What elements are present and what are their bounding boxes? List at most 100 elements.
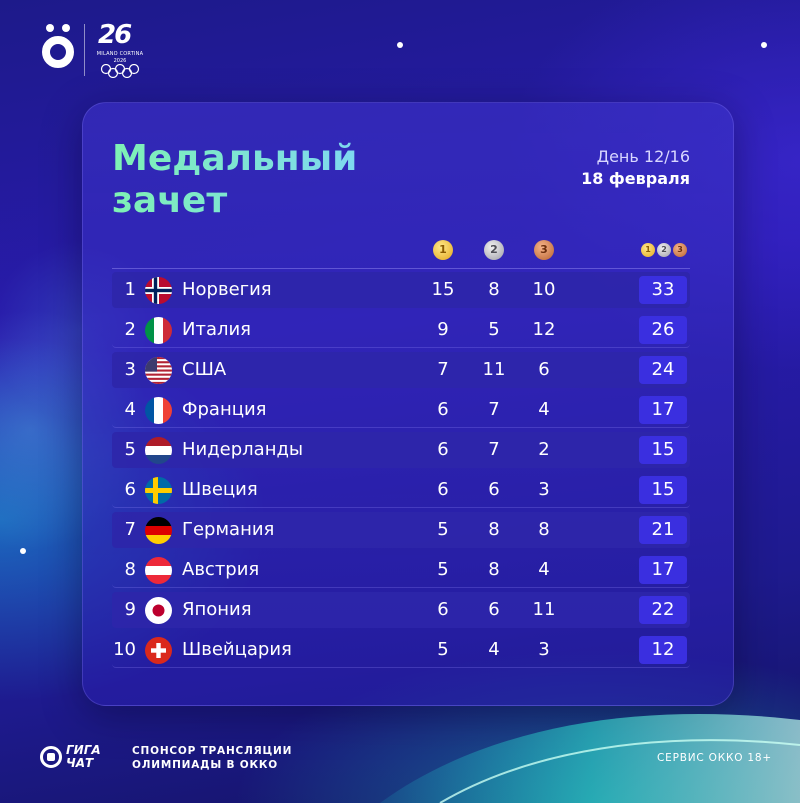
silver-count: 6 — [488, 479, 500, 500]
gold-count: 6 — [437, 479, 449, 500]
title-line-1: Медальный — [112, 138, 358, 179]
games-logo-name: MILANO CORTINA — [96, 51, 144, 57]
day-counter: День 12/16 — [596, 147, 690, 166]
rank: 8 — [124, 559, 136, 580]
switzerland-flag-icon — [145, 637, 172, 664]
bronze-count: 6 — [538, 359, 550, 380]
gold-count: 5 — [437, 639, 449, 660]
table-row: 8 Австрия 5 8 4 17 — [112, 552, 690, 588]
country-name: Италия — [182, 319, 252, 340]
silver-count: 11 — [482, 359, 506, 380]
bronze-count: 11 — [532, 599, 556, 620]
rank: 5 — [124, 439, 136, 460]
sponsor-text: СПОНСОР ТРАНСЛЯЦИИ ОЛИМПИАДЫ В ОККО — [132, 745, 293, 771]
star-decoration — [20, 548, 26, 554]
bronze-medal-icon: 3 — [534, 240, 554, 260]
silver-medal-icon: 2 — [484, 240, 504, 260]
olympic-rings-icon — [100, 64, 140, 78]
country-name: Франция — [182, 399, 267, 420]
games-logo-number: 26 — [98, 20, 132, 50]
norway-flag-icon — [145, 277, 172, 304]
japan-flag-icon — [145, 597, 172, 624]
austria-flag-icon — [145, 557, 172, 584]
table-row: 10 Швейцария 5 4 3 12 — [112, 632, 690, 668]
table-row: 1 Норвегия 15 8 10 33 — [112, 272, 690, 308]
table-row: 7 Германия 5 8 8 21 — [112, 512, 690, 548]
silver-count: 6 — [488, 599, 500, 620]
bronze-count: 10 — [532, 279, 556, 300]
silver-count: 7 — [488, 439, 500, 460]
usa-flag-icon — [145, 357, 172, 384]
total-count: 15 — [639, 436, 687, 464]
gold-count: 7 — [437, 359, 449, 380]
star-decoration — [397, 42, 403, 48]
france-flag-icon — [145, 397, 172, 424]
country-name: Нидерланды — [182, 439, 304, 460]
bronze-count: 8 — [538, 519, 550, 540]
country-name: Швеция — [182, 479, 258, 500]
total-count: 24 — [639, 356, 687, 384]
rank: 6 — [124, 479, 136, 500]
table-row: 9 Япония 6 6 11 22 — [112, 592, 690, 628]
bronze-count: 3 — [538, 479, 550, 500]
table-row: 3 США 7 11 6 24 — [112, 352, 690, 388]
bronze-count: 3 — [538, 639, 550, 660]
silver-count: 7 — [488, 399, 500, 420]
gigachat-logo-text: ГИГА ЧАТ — [66, 743, 101, 770]
rank: 3 — [124, 359, 136, 380]
okko-logo-icon — [38, 22, 78, 72]
column-headers: 1 2 3 1 2 3 — [0, 240, 800, 262]
medal-table: 1 Норвегия 15 8 10 33 2 Италия 9 5 — [112, 272, 690, 672]
bronze-count: 12 — [532, 319, 556, 340]
gigachat-logo-icon — [40, 746, 62, 768]
gold-count: 6 — [437, 599, 449, 620]
total-count: 22 — [639, 596, 687, 624]
total-silver-medal-icon: 2 — [657, 243, 671, 257]
page-title: Медальный зачет — [112, 138, 357, 222]
country-name: Швейцария — [182, 639, 292, 660]
total-bronze-medal-icon: 3 — [673, 243, 687, 257]
country-name: Германия — [182, 519, 275, 540]
logo-divider — [84, 24, 85, 76]
gold-count: 6 — [437, 439, 449, 460]
milano-cortina-logo: 26 MILANO CORTINA 2026 — [92, 20, 148, 80]
silver-count: 5 — [488, 319, 500, 340]
total-count: 33 — [639, 276, 687, 304]
germany-flag-icon — [145, 517, 172, 544]
gold-count: 5 — [437, 559, 449, 580]
table-row: 6 Швеция 6 6 3 15 — [112, 472, 690, 508]
day-info: День 12/16 18 февраля — [581, 146, 690, 190]
decorative-wave — [380, 690, 800, 803]
total-count: 15 — [639, 476, 687, 504]
netherlands-flag-icon — [145, 437, 172, 464]
gold-count: 6 — [437, 399, 449, 420]
total-gold-medal-icon: 1 — [641, 243, 655, 257]
silver-count: 8 — [488, 559, 500, 580]
total-count: 17 — [639, 556, 687, 584]
total-count: 26 — [639, 316, 687, 344]
bronze-count: 4 — [538, 399, 550, 420]
gigachat-logo: ГИГА ЧАТ — [40, 744, 120, 774]
star-decoration — [761, 42, 767, 48]
date-label: 18 февраля — [581, 169, 690, 188]
title-line-2: зачет — [112, 180, 228, 221]
rank: 4 — [124, 399, 136, 420]
rank: 10 — [113, 639, 136, 660]
header-divider — [112, 268, 690, 269]
country-name: США — [182, 359, 227, 380]
bronze-count: 4 — [538, 559, 550, 580]
silver-count: 8 — [488, 279, 500, 300]
total-count: 21 — [639, 516, 687, 544]
italy-flag-icon — [145, 317, 172, 344]
gold-count: 15 — [431, 279, 455, 300]
rank: 9 — [124, 599, 136, 620]
silver-count: 4 — [488, 639, 500, 660]
silver-count: 8 — [488, 519, 500, 540]
table-row: 2 Италия 9 5 12 26 — [112, 312, 690, 348]
total-count: 12 — [639, 636, 687, 664]
games-logo-year: 2026 — [113, 58, 127, 64]
table-row: 5 Нидерланды 6 7 2 15 — [112, 432, 690, 468]
gold-medal-icon: 1 — [433, 240, 453, 260]
gold-count: 5 — [437, 519, 449, 540]
table-row: 4 Франция 6 7 4 17 — [112, 392, 690, 428]
